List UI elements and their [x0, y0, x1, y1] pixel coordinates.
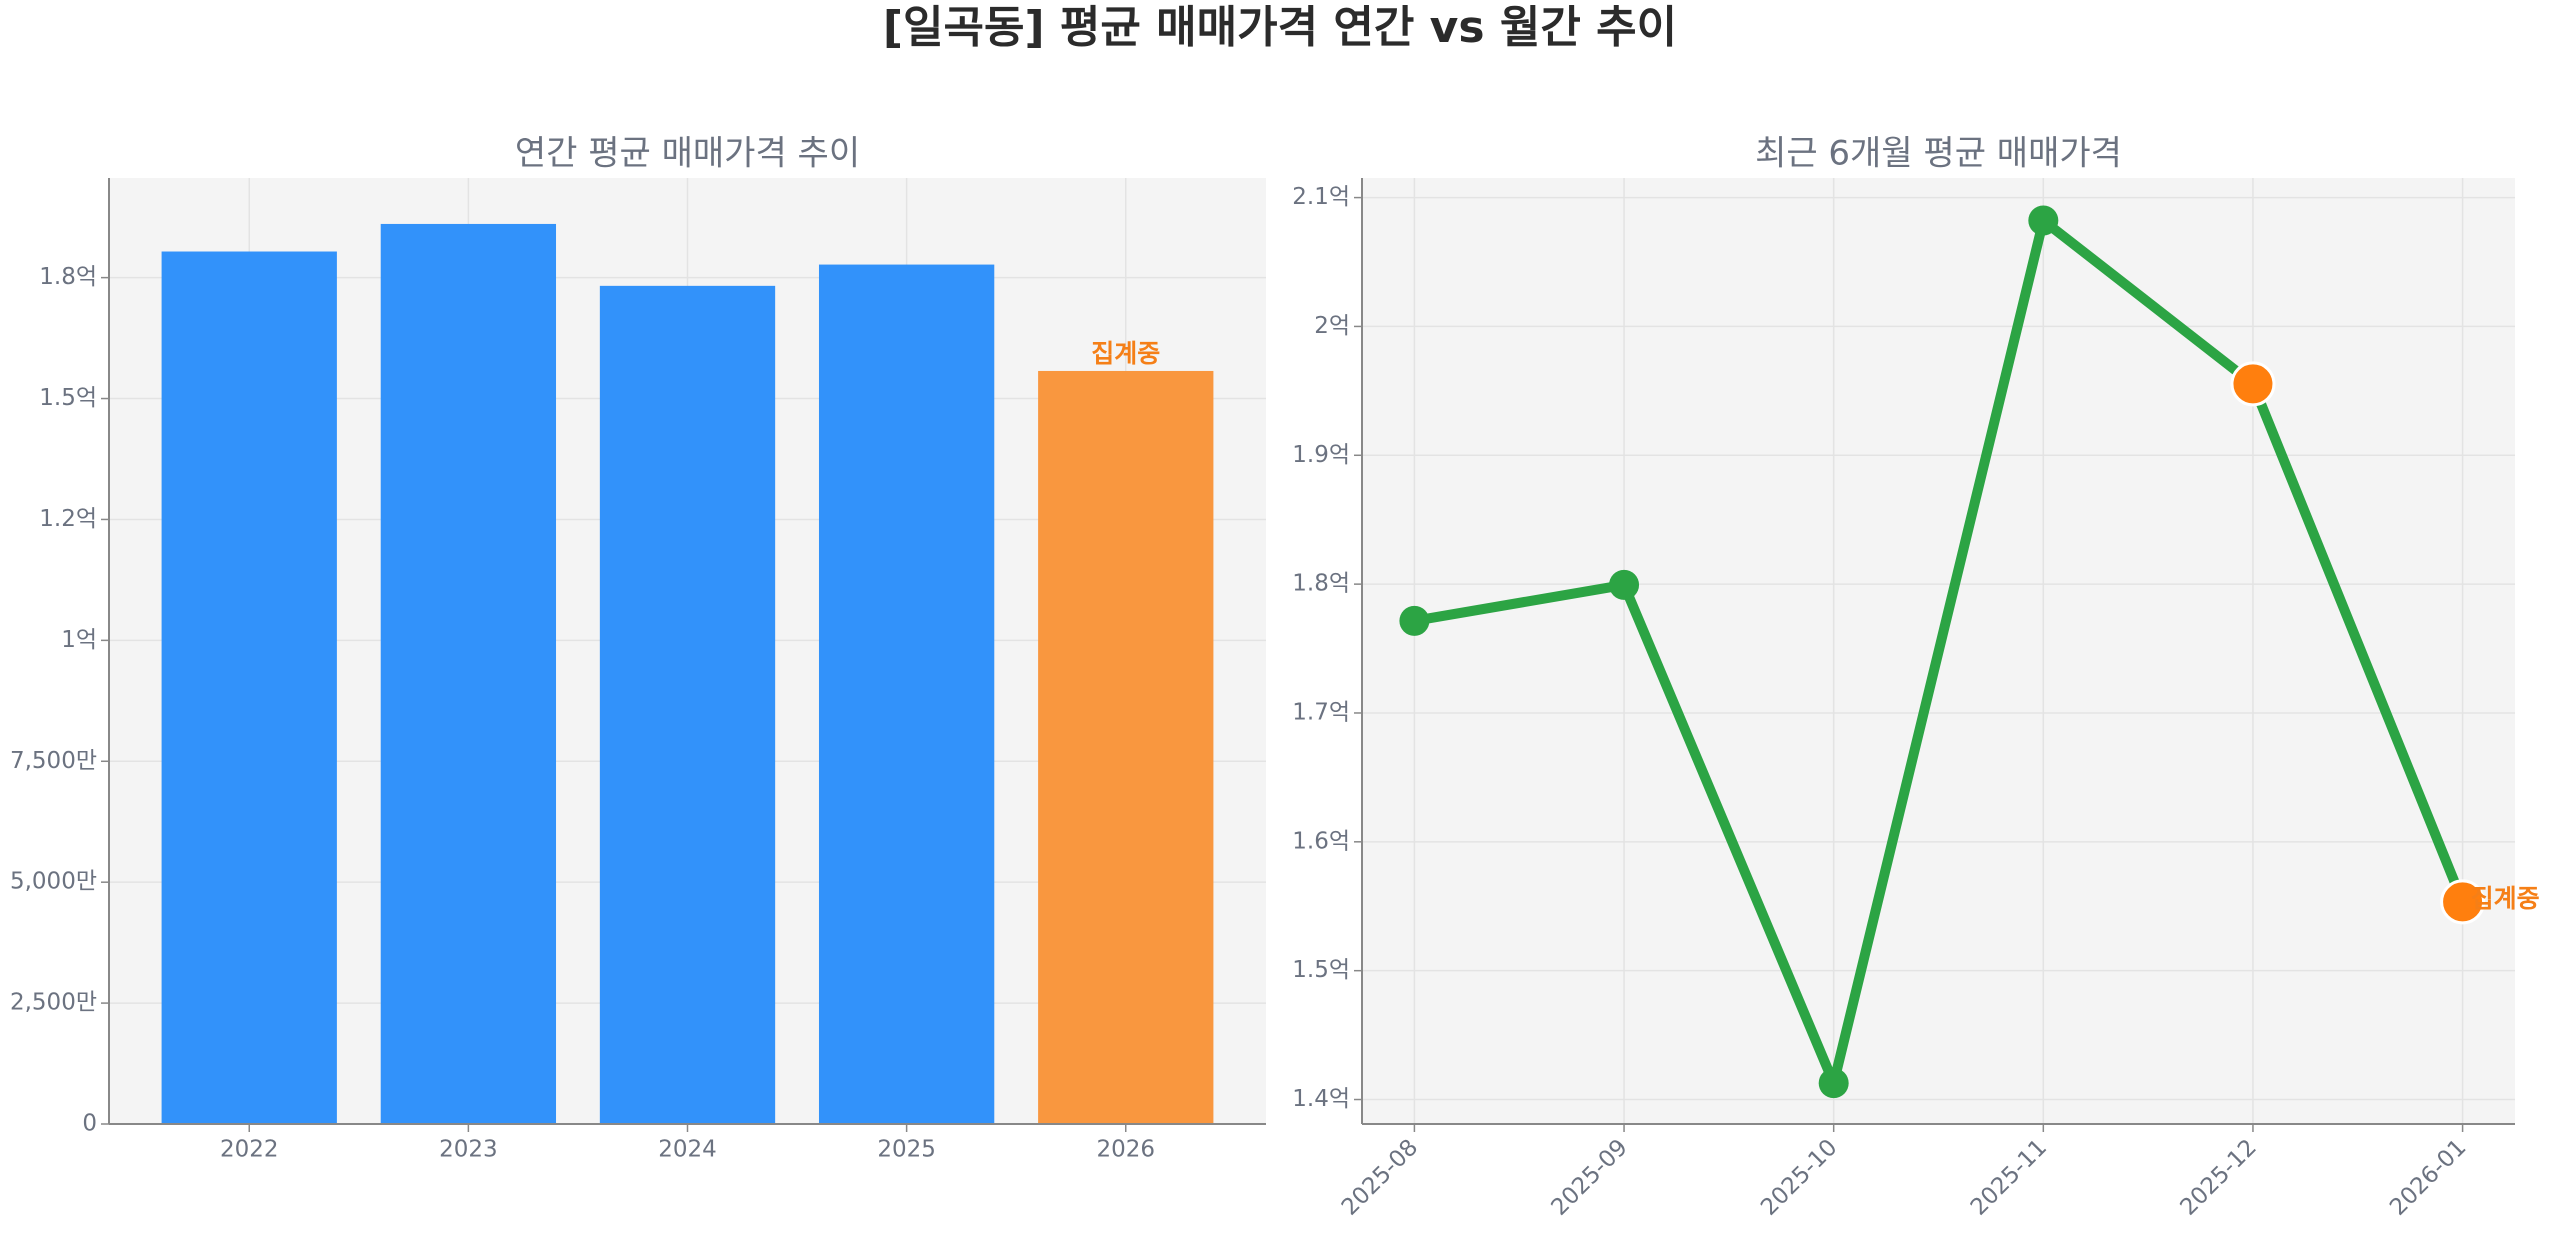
y-tick-label: 2억: [1314, 313, 1350, 339]
line: [1413, 215, 2468, 1089]
x-tick-label: 2023: [439, 1137, 498, 1163]
x-tick-label: 2022: [220, 1137, 279, 1163]
x-tick-label: 2025-11: [1966, 1134, 2052, 1220]
x-tick-label: 2026-01: [2385, 1134, 2471, 1220]
point: [1399, 605, 1430, 636]
y-tick-label: 2.1억: [1292, 184, 1350, 210]
y-tick-label: 1.9억: [1292, 442, 1350, 468]
annotation: 집계중: [1091, 339, 1160, 368]
y-tick-label: 1.8억: [1292, 571, 1350, 597]
y-tick-label: 1.5억: [39, 385, 97, 411]
x-tick-label: 2025-08: [1337, 1134, 1423, 1220]
y-tick-label: 1.4억: [1292, 1086, 1350, 1112]
x-tick-label: 2025-09: [1547, 1134, 1633, 1220]
point: [1818, 1068, 1849, 1099]
y-tick-label: 1억: [61, 627, 97, 653]
bar: [818, 264, 995, 1125]
point: [1609, 569, 1640, 600]
x-tick-label: 2025-12: [2175, 1134, 2261, 1220]
x-tick-label: 2026: [1096, 1137, 1155, 1163]
x-tick-label: 2024: [658, 1137, 717, 1163]
point: [2440, 879, 2486, 925]
bar: [599, 285, 776, 1124]
y-tick-label: 2,500만: [10, 990, 97, 1016]
x-tick-label: 2025-10: [1756, 1134, 1842, 1220]
bar: [380, 223, 557, 1124]
y-tick-label: 7,500만: [10, 748, 97, 774]
y-tick-label: 1.2억: [39, 506, 97, 532]
x-tick-label: 2025: [877, 1137, 936, 1163]
figure-title: [일곡동] 평균 매매가격 연간 vs 월간 추이: [883, 2, 1677, 53]
bar: [161, 251, 337, 1124]
chart-title: 최근 6개월 평균 매매가격: [1755, 134, 2122, 174]
chart-title: 연간 평균 매매가격 추이: [515, 134, 860, 174]
y-tick-label: 1.7억: [1292, 699, 1350, 725]
annotation: 집계중: [2471, 884, 2540, 913]
y-tick-label: 0: [82, 1111, 97, 1137]
point: [2230, 361, 2276, 407]
y-tick-label: 1.6억: [1292, 828, 1350, 854]
y-tick-label: 1.5억: [1292, 957, 1350, 983]
y-tick-label: 1.8억: [39, 264, 97, 290]
bar: [1038, 370, 1214, 1124]
y-tick-label: 5,000만: [10, 869, 97, 895]
point: [2028, 205, 2059, 236]
